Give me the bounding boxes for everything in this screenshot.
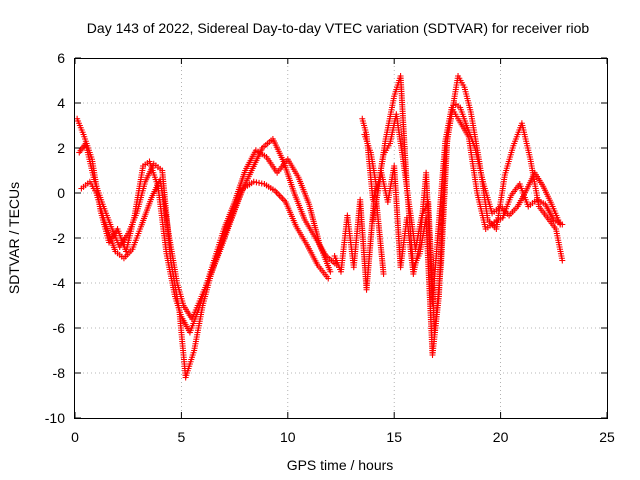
x-axis-label: GPS time / hours <box>287 457 394 473</box>
x-tick-label: 25 <box>599 429 615 445</box>
y-tick-label: 2 <box>57 140 65 156</box>
x-tick-label: 15 <box>386 429 402 445</box>
y-tick-label: -6 <box>53 320 66 336</box>
data-point-marker <box>325 275 332 282</box>
x-tick-label: 20 <box>493 429 509 445</box>
y-tick-label: -8 <box>53 365 66 381</box>
chart-title: Day 143 of 2022, Sidereal Day-to-day VTE… <box>87 20 590 36</box>
axis-ticks: 0 5 10 15 20 25 -10 -8 -6 -4 -2 0 2 4 6 <box>45 50 615 445</box>
y-tick-label: 4 <box>57 95 65 111</box>
grid-lines <box>75 58 607 418</box>
y-tick-label: 0 <box>57 185 65 201</box>
data-point-marker <box>380 271 387 277</box>
data-point-marker <box>327 268 334 275</box>
x-tick-label: 5 <box>178 429 186 445</box>
data-point-marker <box>559 257 566 264</box>
data-point-marker <box>256 179 263 186</box>
plot-frame <box>74 58 608 419</box>
data-point-marker <box>258 180 265 187</box>
y-tick-label: -2 <box>53 230 66 246</box>
x-tick-label: 10 <box>280 429 296 445</box>
data-markers <box>74 73 566 381</box>
y-tick-label: -10 <box>45 410 65 426</box>
y-axis-label: SDTVAR / TECUs <box>6 182 22 294</box>
y-tick-label: 6 <box>57 50 65 66</box>
data-point-marker <box>559 221 566 228</box>
data-point-marker <box>250 178 257 185</box>
y-tick-label: -4 <box>53 275 66 291</box>
data-point-marker <box>253 179 260 186</box>
x-tick-label: 0 <box>71 429 79 445</box>
